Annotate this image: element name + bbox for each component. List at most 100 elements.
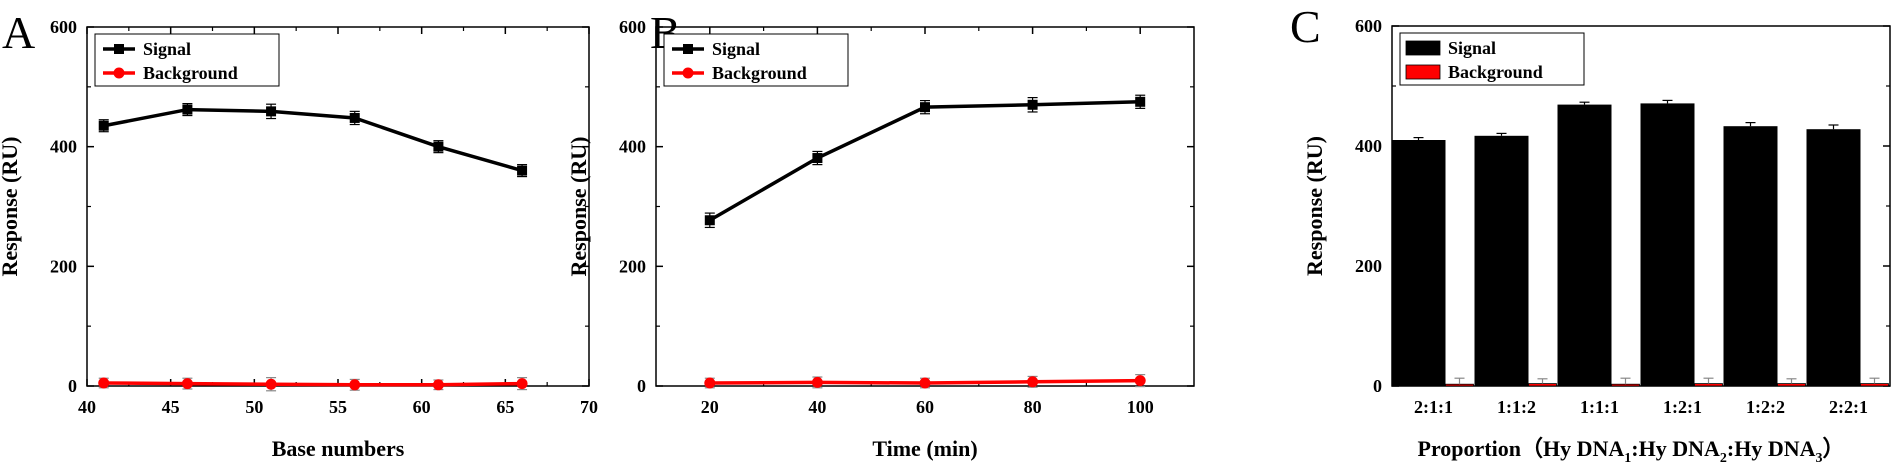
data-point-background <box>181 378 193 390</box>
series-line-background <box>103 381 523 387</box>
x-axis-title-part: ） <box>1822 436 1844 461</box>
data-point-signal <box>1135 96 1146 107</box>
data-point-background <box>265 378 277 390</box>
data-point-signal <box>266 106 277 117</box>
x-tick-label: 20 <box>701 397 719 417</box>
legend-marker-background <box>113 67 125 79</box>
x-tick-label: 70 <box>580 397 598 417</box>
legend-label-background: Background <box>143 63 238 83</box>
y-tick-label: 600 <box>50 17 77 37</box>
data-point-background <box>432 379 444 391</box>
data-point-signal <box>704 215 715 226</box>
series-line-signal <box>708 100 1141 222</box>
x-tick-label: 40 <box>78 397 96 417</box>
panel-c: C 0 200 400 600 Response (RU) 2:1:1 1:1:2 1:1:1 1… <box>1290 1 1891 466</box>
bar-signal <box>1723 126 1778 386</box>
x-tick-label: 40 <box>808 397 826 417</box>
bar-background <box>1528 383 1557 387</box>
x-axis-title: Time (min) <box>872 436 977 461</box>
y-tick-label: 200 <box>1355 256 1382 276</box>
legend-marker-signal <box>114 44 124 54</box>
x-tick-label: 1:1:1 <box>1580 397 1619 417</box>
y-tick-label: 400 <box>619 137 646 157</box>
x-tick-label: 1:2:1 <box>1663 397 1702 417</box>
legend-swatch-signal <box>1405 40 1441 56</box>
panel-letter: C <box>1290 1 1321 52</box>
y-tick-label: 0 <box>637 376 646 396</box>
x-tick-label: 50 <box>245 397 263 417</box>
x-axis-title-subscript: 1 <box>1624 451 1631 466</box>
data-point-signal <box>1027 99 1038 110</box>
legend-marker-background <box>682 67 694 79</box>
data-point-signal <box>920 102 930 113</box>
legend-label-background: Background <box>1448 62 1543 82</box>
data-point-background <box>1134 375 1146 387</box>
legend-label-background: Background <box>712 63 807 83</box>
y-tick-label: 0 <box>68 376 77 396</box>
x-tick-label: 45 <box>162 397 180 417</box>
bar-background <box>1777 383 1806 387</box>
legend-box <box>663 33 849 87</box>
x-axis-title: Proportion（Hy DNA1:Hy DNA2:Hy DNA3） <box>1418 436 1845 466</box>
data-point-signal <box>349 112 360 123</box>
data-point-background <box>1027 376 1039 388</box>
data-point-background <box>811 376 823 388</box>
legend-box <box>94 33 280 87</box>
panel-letter: A <box>2 7 35 58</box>
data-point-signal <box>517 165 528 176</box>
legend-marker-signal <box>683 44 693 54</box>
y-tick-label: 400 <box>50 137 77 157</box>
bar-background <box>1694 383 1723 387</box>
x-tick-label: 65 <box>496 397 514 417</box>
bar-signal <box>1557 104 1612 386</box>
x-tick-label: 100 <box>1127 397 1154 417</box>
y-tick-label: 200 <box>619 256 646 276</box>
bar-background <box>1611 383 1640 387</box>
legend-label-signal: Signal <box>1448 38 1496 58</box>
y-tick-label: 600 <box>619 17 646 37</box>
x-axis-title-subscript: 2 <box>1720 451 1727 466</box>
x-tick-label: 80 <box>1024 397 1042 417</box>
y-tick-label: 200 <box>50 256 77 276</box>
y-axis-title: Response (RU) <box>566 137 591 277</box>
series-line-signal <box>103 107 523 173</box>
data-point-signal <box>812 153 823 164</box>
data-point-background <box>349 379 361 391</box>
data-point-background <box>704 377 716 389</box>
x-axis-title-part: Proportion（Hy DNA <box>1418 436 1625 461</box>
bar-background <box>1860 383 1889 387</box>
y-axis-title: Response (RU) <box>1302 136 1327 276</box>
x-tick-label: 55 <box>329 397 347 417</box>
y-axis-title: Response (RU) <box>0 137 22 277</box>
bar-signal <box>1640 103 1695 387</box>
legend-label-signal: Signal <box>143 39 191 59</box>
legend-swatch-background <box>1405 64 1441 80</box>
data-point-signal <box>433 141 444 152</box>
x-axis-title-subscript: 3 <box>1815 451 1822 466</box>
x-tick-label: 60 <box>916 397 934 417</box>
data-point-signal <box>182 104 193 115</box>
legend-label-signal: Signal <box>712 39 760 59</box>
x-tick-label: 60 <box>413 397 431 417</box>
x-tick-label: 2:2:1 <box>1829 397 1868 417</box>
panel-a: A 0 200 400 600 Response (RU) 40 45 50 55 60 65 70 Ba… <box>0 7 598 461</box>
bar-signal <box>1474 135 1529 386</box>
bar-signal <box>1806 129 1861 386</box>
x-axis-title: Base numbers <box>272 436 405 461</box>
y-tick-label: 0 <box>1373 376 1382 396</box>
x-tick-label: 1:1:2 <box>1497 397 1536 417</box>
data-point-background <box>98 377 110 389</box>
bar-signal <box>1391 140 1446 386</box>
data-point-signal <box>98 120 109 131</box>
y-tick-label: 600 <box>1355 16 1382 36</box>
x-tick-label: 2:1:1 <box>1414 397 1453 417</box>
y-tick-label: 400 <box>1355 136 1382 156</box>
x-axis-title-part: :Hy DNA <box>1631 436 1720 461</box>
x-tick-label: 1:2:2 <box>1746 397 1785 417</box>
data-point-background <box>919 377 931 389</box>
data-point-background <box>516 378 528 390</box>
bar-background <box>1445 383 1474 387</box>
x-axis-title-part: :Hy DNA <box>1727 436 1816 461</box>
